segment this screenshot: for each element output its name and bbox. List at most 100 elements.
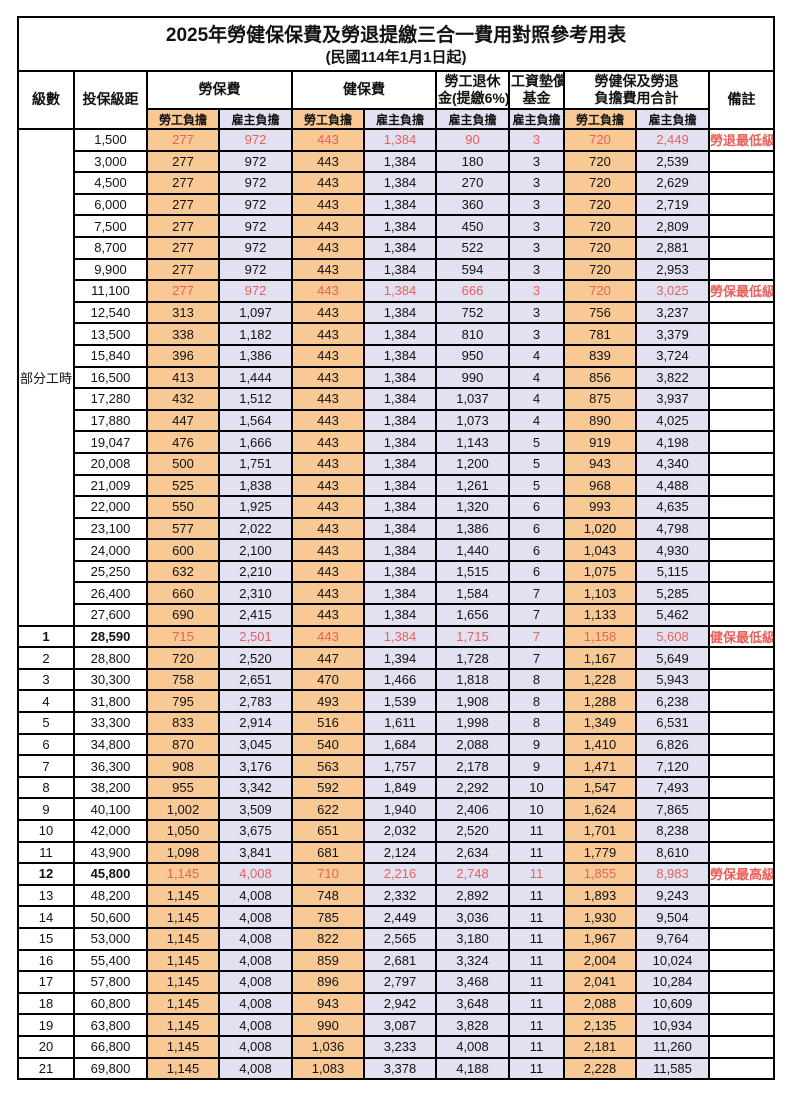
table-row: 3 30,300 758 2,651 470 1,466 1,818 8 1,228 5,943	[17, 667, 776, 692]
health-ins-employee-cell: 443	[291, 495, 365, 519]
remark-cell	[707, 905, 776, 929]
health-ins-employee-cell: 443	[291, 408, 365, 433]
labor-ins-employee-cell: 432	[146, 387, 220, 411]
total-employer-cell: 3,237	[635, 300, 710, 325]
health-ins-employer-cell: 1,384	[363, 516, 437, 541]
level-cell: 9	[17, 797, 75, 821]
health-ins-employer-cell: 1,384	[363, 235, 437, 260]
labor-ins-employer-cell: 2,501	[218, 624, 293, 649]
total-employer-cell: 2,809	[635, 214, 710, 238]
level-cell: 7	[17, 754, 75, 778]
level-cell: 11	[17, 840, 75, 865]
labor-ins-employee-cell: 758	[146, 667, 220, 692]
bracket-cell: 19,047	[73, 430, 148, 454]
total-employee-cell: 1,967	[563, 926, 637, 951]
table-row: 7,500 277 972 443 1,384 450 3 720 2,809	[18, 214, 776, 238]
remark-cell	[707, 171, 776, 195]
health-ins-employer-cell: 1,849	[363, 775, 437, 800]
total-employee-cell: 943	[563, 451, 637, 476]
total-employee-cell: 720	[563, 279, 637, 303]
bracket-cell: 60,800	[73, 991, 148, 1016]
health-ins-employee-cell: 443	[291, 603, 365, 627]
wage-fund-employer-cell: 5	[508, 451, 565, 476]
health-ins-employee-cell: 493	[291, 689, 365, 714]
labor-ins-employer-cell: 2,520	[218, 646, 293, 670]
health-ins-employee-cell: 1,083	[291, 1056, 365, 1081]
labor-ins-employee-cell: 795	[146, 689, 220, 714]
labor-ins-employer-cell: 972	[218, 171, 293, 195]
remark-cell	[707, 991, 776, 1016]
remark-cell: 勞保最低級距	[707, 279, 776, 303]
labor-ins-employee-cell: 1,002	[146, 797, 220, 821]
total-employee-cell: 756	[563, 300, 637, 325]
health-ins-employer-cell: 1,384	[363, 365, 437, 390]
health-ins-employee-cell: 443	[291, 128, 365, 152]
health-ins-employee-cell: 443	[291, 171, 365, 195]
table-row: 7 36,300 908 3,176 563 1,757 2,178 9 1,471 7,120	[17, 754, 776, 778]
table-row: 15 53,000 1,145 4,008 822 2,565 3,180 11 1,967 9,…	[17, 926, 776, 951]
labor-ins-employer-cell: 3,509	[218, 797, 293, 821]
health-ins-employee-cell: 822	[291, 926, 365, 951]
table-row: 3,000 277 972 443 1,384 180 3 720 2,539	[18, 149, 776, 174]
health-ins-employer-cell: 3,233	[363, 1034, 437, 1059]
wage-fund-employer-cell: 10	[508, 775, 565, 800]
wage-fund-employer-cell: 11	[508, 840, 565, 865]
labor-ins-employee-cell: 833	[146, 711, 220, 735]
wage-fund-employer-cell: 6	[508, 516, 565, 541]
total-employee-cell: 1,288	[563, 689, 637, 714]
level-cell: 17	[17, 970, 75, 994]
table-row: 18 60,800 1,145 4,008 943 2,942 3,648 11 2,088 10…	[17, 991, 776, 1016]
health-ins-employee-cell: 443	[291, 343, 365, 368]
wage-fund-employer-cell: 3	[508, 214, 565, 238]
table-title-block: 2025年勞健保保費及勞退提繳三合一費用對照參考用表 (民國114年1月1日起)	[16, 16, 776, 72]
bracket-cell: 21,009	[73, 473, 148, 498]
remark-cell	[707, 754, 776, 778]
total-employee-cell: 1,410	[563, 732, 637, 757]
pension-employer-cell: 3,324	[435, 948, 510, 973]
total-employee-cell: 839	[563, 343, 637, 368]
bracket-cell: 7,500	[73, 214, 148, 238]
remark-cell	[707, 667, 776, 692]
total-employee-cell: 720	[563, 257, 637, 282]
table-row: 19,047 476 1,666 443 1,384 1,143 5 919 4,198	[18, 430, 776, 454]
health-ins-employer-cell: 1,394	[363, 646, 437, 670]
total-employer-cell: 4,635	[635, 495, 710, 519]
labor-ins-employer-cell: 4,008	[218, 948, 293, 973]
labor-ins-employee-cell: 660	[146, 581, 220, 606]
level-cell: 1	[17, 624, 75, 649]
labor-ins-employee-cell: 690	[146, 603, 220, 627]
bracket-cell: 20,008	[73, 451, 148, 476]
total-employer-cell: 4,198	[635, 430, 710, 454]
total-employee-cell: 890	[563, 408, 637, 433]
pension-employer-cell: 1,998	[435, 711, 510, 735]
remark-cell	[707, 581, 776, 606]
labor-ins-employee-cell: 476	[146, 430, 220, 454]
pension-employer-cell: 3,828	[435, 1013, 510, 1037]
table-row: 4 31,800 795 2,783 493 1,539 1,908 8 1,288 6,238	[17, 689, 776, 714]
table-row: 8,700 277 972 443 1,384 522 3 720 2,881	[18, 235, 776, 260]
bracket-cell: 42,000	[73, 819, 148, 843]
health-ins-employer-cell: 1,384	[363, 603, 437, 627]
labor-ins-employee-cell: 1,145	[146, 1034, 220, 1059]
table-row: 20,008 500 1,751 443 1,384 1,200 5 943 4,340	[18, 451, 776, 476]
level-cell: 6	[17, 732, 75, 757]
labor-ins-employee-cell: 277	[146, 171, 220, 195]
bracket-cell: 4,500	[73, 171, 148, 195]
total-employer-cell: 3,724	[635, 343, 710, 368]
header-labor-insurance: 勞保費	[146, 70, 293, 110]
pension-employer-cell: 1,908	[435, 689, 510, 714]
table-row: 26,400 660 2,310 443 1,384 1,584 7 1,103 5,285	[18, 581, 776, 606]
health-ins-employer-cell: 1,940	[363, 797, 437, 821]
wage-fund-employer-cell: 8	[508, 711, 565, 735]
bracket-cell: 26,400	[73, 581, 148, 606]
total-employee-cell: 1,624	[563, 797, 637, 821]
wage-fund-employer-cell: 5	[508, 473, 565, 498]
table-row: 12,540 313 1,097 443 1,384 752 3 756 3,237	[18, 300, 776, 325]
labor-ins-employer-cell: 2,651	[218, 667, 293, 692]
total-employer-cell: 5,608	[635, 624, 710, 649]
total-employee-cell: 1,133	[563, 603, 637, 627]
labor-ins-employee-cell: 1,145	[146, 883, 220, 908]
total-employer-cell: 8,983	[635, 862, 710, 886]
remark-cell	[707, 322, 776, 346]
